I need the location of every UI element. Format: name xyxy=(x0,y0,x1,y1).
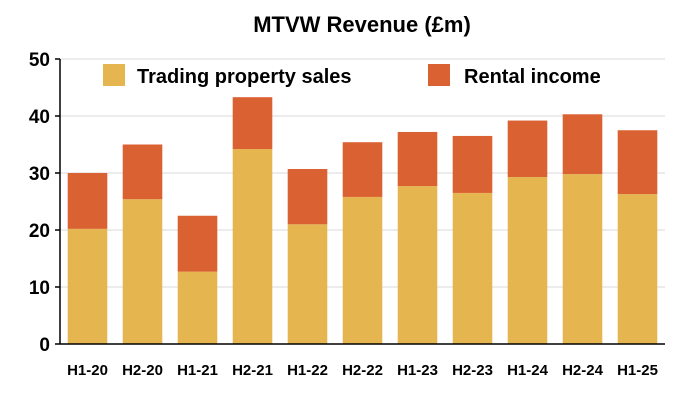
bar-rental-income xyxy=(617,130,658,195)
bar-trading-property-sales xyxy=(617,194,658,344)
y-tick-label: 40 xyxy=(29,107,50,128)
bar-rental-income xyxy=(122,144,163,200)
x-tick-labels: H1-20 H2-20 H1-21 H2-21 H1-22 H2-22 H1-23 H2-23… xyxy=(67,362,658,379)
x-tick-label: H1-24 xyxy=(507,362,549,379)
bar-rental-income xyxy=(397,131,438,187)
y-tick-label: 50 xyxy=(29,50,50,71)
bar-trading-property-sales xyxy=(287,224,328,344)
bar-trading-property-sales xyxy=(122,199,163,344)
bar-trading-property-sales xyxy=(67,228,108,344)
legend-swatch xyxy=(103,64,125,86)
x-tick-label: H2-24 xyxy=(562,362,604,379)
bar-rental-income xyxy=(177,215,218,272)
x-tick-label: H2-21 xyxy=(232,362,273,379)
bar-rental-income xyxy=(67,173,108,229)
legend-label: Trading property sales xyxy=(137,66,352,88)
bar-trading-property-sales xyxy=(507,176,548,344)
bar-trading-property-sales xyxy=(177,271,218,344)
bar-trading-property-sales xyxy=(232,149,273,344)
bar-trading-property-sales xyxy=(342,196,383,344)
bars xyxy=(67,97,658,344)
legend-swatch xyxy=(428,64,450,86)
x-tick-label: H1-20 xyxy=(67,362,108,379)
x-tick-label: H1-23 xyxy=(397,362,438,379)
bar-rental-income xyxy=(232,97,273,150)
y-tick-label: 10 xyxy=(29,278,50,299)
x-tick-label: H1-22 xyxy=(287,362,328,379)
y-tick-label: 30 xyxy=(29,164,50,185)
legend-label: Rental income xyxy=(464,66,601,88)
bar-rental-income xyxy=(342,142,383,197)
bar-trading-property-sales xyxy=(562,174,603,344)
bar-trading-property-sales xyxy=(452,192,493,344)
x-tick-label: H2-23 xyxy=(452,362,493,379)
legend: Trading property sales Rental income xyxy=(103,64,601,88)
axes xyxy=(55,58,665,345)
bar-rental-income xyxy=(452,135,493,193)
y-tick-labels: 0 10 20 30 40 50 xyxy=(29,50,50,356)
x-tick-label: H1-21 xyxy=(177,362,218,379)
x-tick-label: H1-25 xyxy=(617,362,658,379)
bar-rental-income xyxy=(562,114,603,175)
bar-rental-income xyxy=(507,120,548,177)
y-tick-label: 0 xyxy=(39,335,50,356)
bar-trading-property-sales xyxy=(397,186,438,344)
x-tick-label: H2-20 xyxy=(122,362,163,379)
chart-title: MTVW Revenue (£m) xyxy=(253,12,471,37)
y-tick-label: 20 xyxy=(29,221,50,242)
x-tick-label: H2-22 xyxy=(342,362,383,379)
bar-rental-income xyxy=(287,169,328,225)
